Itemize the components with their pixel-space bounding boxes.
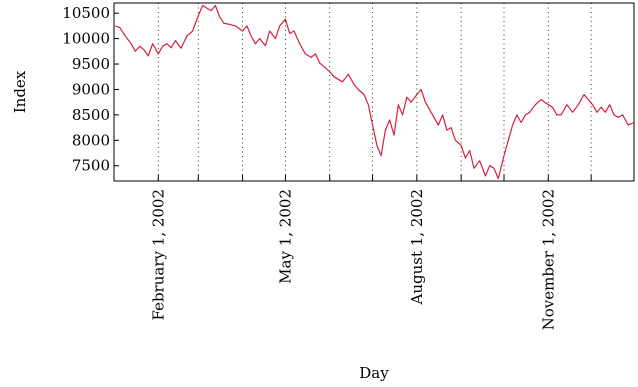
x-tick-label: February 1, 2002 xyxy=(149,189,167,321)
y-tick-label: 10500 xyxy=(62,4,110,22)
y-tick-label: 9000 xyxy=(72,80,110,98)
y-tick-label: 8500 xyxy=(72,106,110,124)
y-tick-label: 10000 xyxy=(62,30,110,48)
vertical-gridlines xyxy=(113,3,592,181)
plot-area xyxy=(113,2,635,182)
x-tick-label: May 1, 2002 xyxy=(276,189,294,284)
x-axis-title: Day xyxy=(359,364,389,382)
x-tick-label: August 1, 2002 xyxy=(408,189,426,306)
y-tick-label: 9500 xyxy=(72,55,110,73)
x-axis: February 1, 2002 May 1, 2002 August 1, 200… xyxy=(113,175,592,330)
series-line xyxy=(115,4,635,180)
y-tick-label: 8000 xyxy=(72,131,110,149)
y-axis-title: Index xyxy=(11,70,29,113)
y-tick-label: 7500 xyxy=(72,157,110,175)
y-axis: 7500 8000 8500 9000 9500 10000 10500 xyxy=(62,4,119,175)
x-tick-label: November 1, 2002 xyxy=(539,189,557,330)
